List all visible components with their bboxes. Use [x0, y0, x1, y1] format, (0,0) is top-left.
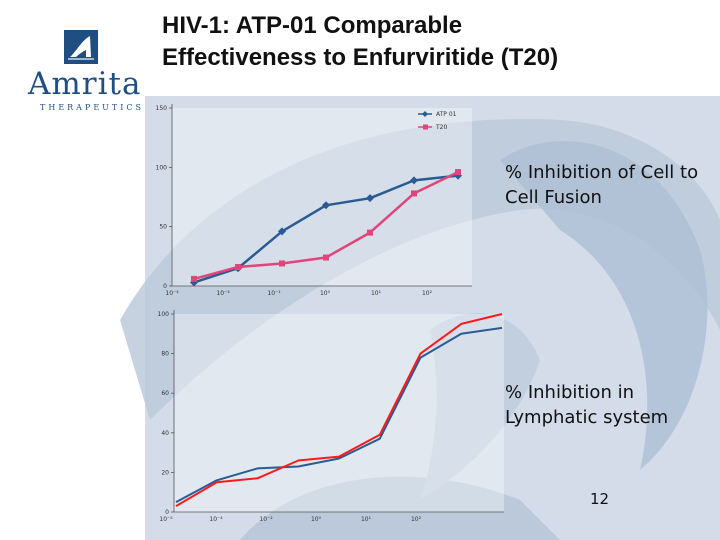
data-point [455, 169, 461, 176]
data-point [235, 264, 241, 271]
data-point [367, 229, 373, 236]
slide-title-line-2: Effectiveness to Enfurviritide (T20) [162, 44, 559, 71]
x-tick-label: 10⁰ [320, 290, 331, 297]
legend-marker [422, 111, 428, 117]
x-tick-label: 10⁻¹ [267, 290, 281, 297]
data-point [191, 275, 197, 282]
legend-label: ATP 01 [436, 111, 457, 118]
y-tick-label: 80 [161, 351, 169, 358]
caption-cell-fusion: % Inhibition of Cell to Cell Fusion [505, 162, 699, 208]
x-tick-label: 10² [422, 290, 433, 297]
x-tick-label: 10¹ [361, 516, 372, 523]
data-point [278, 227, 286, 236]
x-tick-label: 10² [411, 516, 422, 523]
y-tick-label: 100 [156, 164, 168, 171]
x-tick-label: 10⁻⁴ [209, 516, 223, 523]
x-tick-label: 10⁻² [259, 516, 273, 523]
fusion-inhibition-chart: 0 50 100 150 10⁻⁴ 10⁻³ 10⁻¹ 10⁰ 10¹ 10² ATP 01 T20 [156, 104, 472, 297]
data-point [366, 194, 374, 203]
y-tick-label: 0 [165, 509, 169, 516]
y-tick-label: 50 [159, 224, 167, 231]
plot-area [172, 108, 472, 286]
x-tick-label: 10¹ [371, 290, 382, 297]
data-point [411, 190, 417, 197]
slide-title-line-1: HIV-1: ATP-01 Comparable [162, 12, 463, 39]
amrita-logo: Amrita THERAPEUTICS [28, 30, 141, 116]
y-tick-label: 150 [156, 105, 168, 112]
slide-title: HIV-1: ATP-01 Comparable Effectiveness t… [162, 10, 702, 74]
x-tick-label: 10⁻⁴ [165, 290, 179, 297]
y-tick-label: 0 [163, 283, 167, 290]
x-tick-label: 10⁻³ [216, 290, 230, 297]
legend-label: T20 [435, 124, 447, 131]
x-tick-label: 10⁰ [311, 516, 322, 523]
caption-lymphatic: % Inhibition in Lymphatic system [505, 382, 669, 428]
legend-marker [423, 124, 428, 130]
data-point [279, 260, 285, 267]
y-tick-label: 100 [158, 311, 170, 318]
page-number: 12 [590, 490, 610, 508]
series-line [175, 313, 503, 507]
logo-subtitle: THERAPEUTICS [40, 103, 145, 112]
logo-wordmark: Amrita [28, 66, 142, 102]
y-tick-label: 40 [161, 430, 169, 437]
lymphatic-inhibition-chart: 0 20 40 60 80 100 10⁻⁵ 10⁻⁴ 10⁻² 10⁰ 10¹ 10² [158, 310, 504, 523]
y-tick-label: 20 [161, 469, 169, 476]
y-tick-label: 60 [161, 390, 169, 397]
data-point [323, 254, 329, 261]
x-tick-label: 10⁻⁵ [159, 516, 173, 523]
data-point [410, 176, 418, 185]
amrita-a-logo-icon [64, 30, 98, 64]
data-point [322, 201, 330, 210]
series-line [175, 326, 503, 503]
plot-area [174, 314, 504, 512]
